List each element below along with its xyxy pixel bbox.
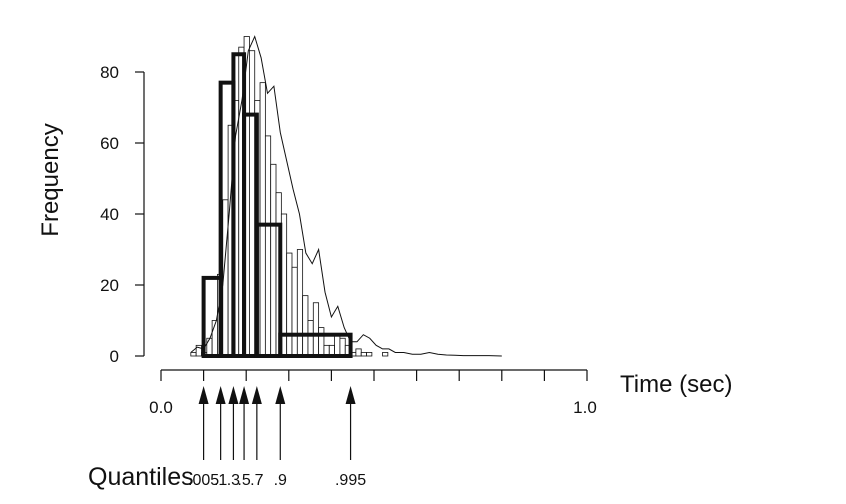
quantile-label: .1: [214, 472, 227, 489]
quantile-arrows: .005.1.3.5.7 .9 .995: [188, 386, 366, 489]
histogram-bar: [312, 302, 320, 357]
quantiles-title: Quantiles: [88, 463, 194, 491]
quantile-arrow-head: [239, 386, 250, 404]
histogram-bar: [366, 352, 373, 357]
smooth-density-curve: [190, 35, 502, 357]
histogram-bar: [291, 266, 298, 357]
histogram-bar: [302, 295, 309, 357]
quantile-label: .005: [188, 472, 219, 489]
histogram-bar: [307, 320, 314, 357]
histogram-bar: [355, 348, 362, 357]
x-tick-label-max: 1.0: [573, 398, 597, 417]
histogram-bar: [296, 249, 304, 357]
histogram-bar: [190, 352, 197, 357]
x-axis-title: Time (sec): [620, 371, 732, 398]
y-tick-label: 0: [110, 347, 119, 366]
quantile-label: .3: [227, 472, 240, 489]
quantile-label: .9: [274, 472, 287, 489]
histogram-bar: [318, 327, 325, 357]
quantile-bars: [201, 52, 353, 359]
histogram-bar: [334, 334, 341, 357]
y-tick-label: 20: [100, 276, 119, 295]
quantile-arrow-head: [228, 386, 239, 404]
x-axis: [160, 369, 588, 381]
histogram-bar: [339, 337, 346, 357]
histogram-bar: [286, 252, 293, 357]
histogram-bar: [270, 163, 277, 357]
histogram-bar: [248, 50, 256, 357]
histogram-bar: [264, 135, 272, 357]
quantile-arrow-head: [215, 386, 226, 404]
y-tick-label: 60: [100, 134, 119, 153]
quantile-label: .7: [250, 472, 263, 489]
quantile-arrow-head: [251, 386, 262, 404]
quantile-arrow-head: [345, 386, 356, 404]
quantile-label: .995: [335, 472, 366, 489]
quantile-bar: [254, 222, 283, 358]
y-tick-label: 80: [100, 63, 119, 82]
histogram-bar: [360, 352, 367, 357]
histogram-bar: [382, 352, 389, 357]
histogram-bar: [206, 337, 213, 357]
histogram-bar: [195, 344, 202, 357]
y-axis: 0 20 40 60 80: [100, 63, 145, 366]
x-tick-label-min: 0.0: [149, 398, 173, 417]
y-axis-title: Frequency: [37, 123, 64, 236]
quantile-bar: [278, 332, 353, 359]
quantile-arrow-head: [198, 386, 209, 404]
quantile-label: .5: [237, 472, 250, 489]
y-tick-label: 40: [100, 205, 119, 224]
histogram-bar: [259, 82, 266, 357]
quantile-arrow-head: [275, 386, 286, 404]
